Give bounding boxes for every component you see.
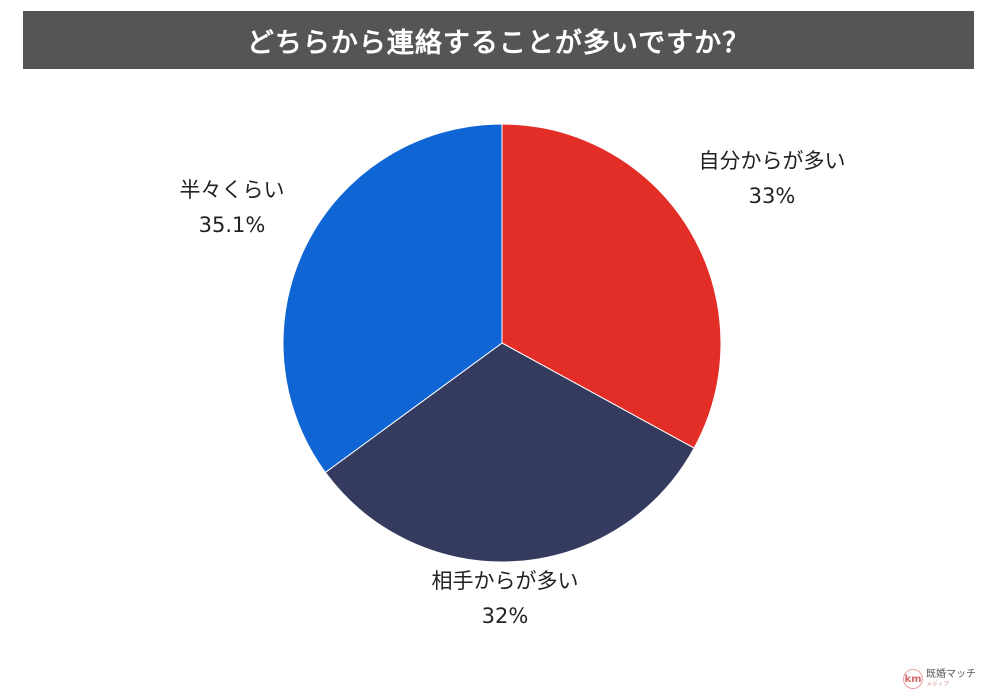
slice-value-label-3: 35.1% <box>199 213 266 237</box>
slice-label-1: 自分からが多い <box>699 149 846 173</box>
slice-label-2: 相手からが多い <box>432 569 579 593</box>
pie-labels: 自分からが多い 33% 相手からが多い 32% 半々くらい 35.1% <box>180 149 846 628</box>
brand-logo: km 既婚マッチ メディア <box>903 666 995 692</box>
pie-slice-3 <box>282 123 503 474</box>
pie-slices <box>282 123 722 563</box>
title-bar: どちらから連絡することが多いですか？ <box>23 11 974 69</box>
pie-slice-2 <box>324 342 695 563</box>
slice-value-label-2: 32% <box>482 604 529 628</box>
logo-text: 既婚マッチ <box>926 669 976 680</box>
slice-label-3: 半々くらい <box>180 178 285 202</box>
slice-value-label-1: 33% <box>749 184 796 208</box>
logo-subtext: メディア <box>926 681 950 688</box>
logo-icon: km <box>903 669 923 689</box>
pie-slice-1 <box>501 123 722 449</box>
chart-title: どちらから連絡することが多いですか？ <box>246 27 751 59</box>
